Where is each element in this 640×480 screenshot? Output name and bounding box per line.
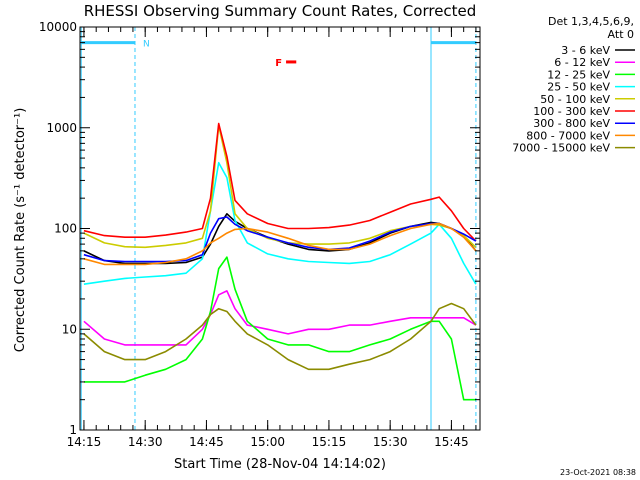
- flare-flag-label: F: [275, 58, 282, 69]
- x-axis-label: Start Time (28-Nov-04 14:14:02): [174, 457, 386, 472]
- legend-label: 7000 - 15000 keV: [512, 142, 610, 155]
- series-line-3: [83, 161, 477, 285]
- series-line-5: [83, 122, 477, 242]
- x-tick-label: 15:30: [373, 435, 408, 449]
- legend-label: 25 - 50 keV: [547, 81, 610, 94]
- x-tick-label: 14:30: [128, 435, 163, 449]
- footer-date: 23-Oct-2021 08:38: [560, 468, 636, 477]
- legend-label: 6 - 12 keV: [554, 56, 610, 69]
- legend-label: 50 - 100 keV: [540, 93, 610, 106]
- y-tick-label: 1: [69, 423, 77, 437]
- series-line-1: [83, 290, 477, 346]
- night-flag-label: N: [143, 40, 150, 50]
- legend-label: 100 - 300 keV: [533, 105, 610, 118]
- plot-area: [80, 27, 480, 430]
- axes: 1 10 100 1000 10000 14:15 14:30 14:45 15:00 15:15…: [39, 20, 481, 449]
- legend-header-attenuator: Att 0: [608, 28, 634, 41]
- legend-header-detectors: Det 1,3,4,5,6,9,: [548, 15, 634, 28]
- chart-title: RHESSI Observing Summary Count Rates, Co…: [84, 2, 477, 20]
- legend-label: 12 - 25 keV: [547, 68, 610, 81]
- x-tick-label: 15:15: [312, 435, 347, 449]
- x-tick-label: 15:00: [250, 435, 285, 449]
- legend-label: 300 - 800 keV: [533, 117, 610, 130]
- plot-background: [80, 27, 480, 430]
- legend-label: 3 - 6 keV: [561, 44, 610, 57]
- x-tick-label: 15:45: [434, 435, 469, 449]
- y-tick-label: 10000: [39, 20, 77, 34]
- y-tick-label: 1000: [46, 121, 77, 135]
- y-tick-label: 10: [62, 322, 77, 336]
- series-line-7: [83, 222, 477, 266]
- y-tick-label: 100: [54, 222, 77, 236]
- series-line-8: [83, 302, 477, 371]
- series-layer: [83, 122, 477, 401]
- flag-markers: F: [275, 58, 297, 69]
- x-tick-label: 14:15: [67, 435, 102, 449]
- y-axis-label: Corrected Count Rate (s⁻¹ detector⁻¹): [13, 108, 28, 353]
- x-tick-label: 14:45: [189, 435, 224, 449]
- legend-label: 800 - 7000 keV: [526, 129, 610, 142]
